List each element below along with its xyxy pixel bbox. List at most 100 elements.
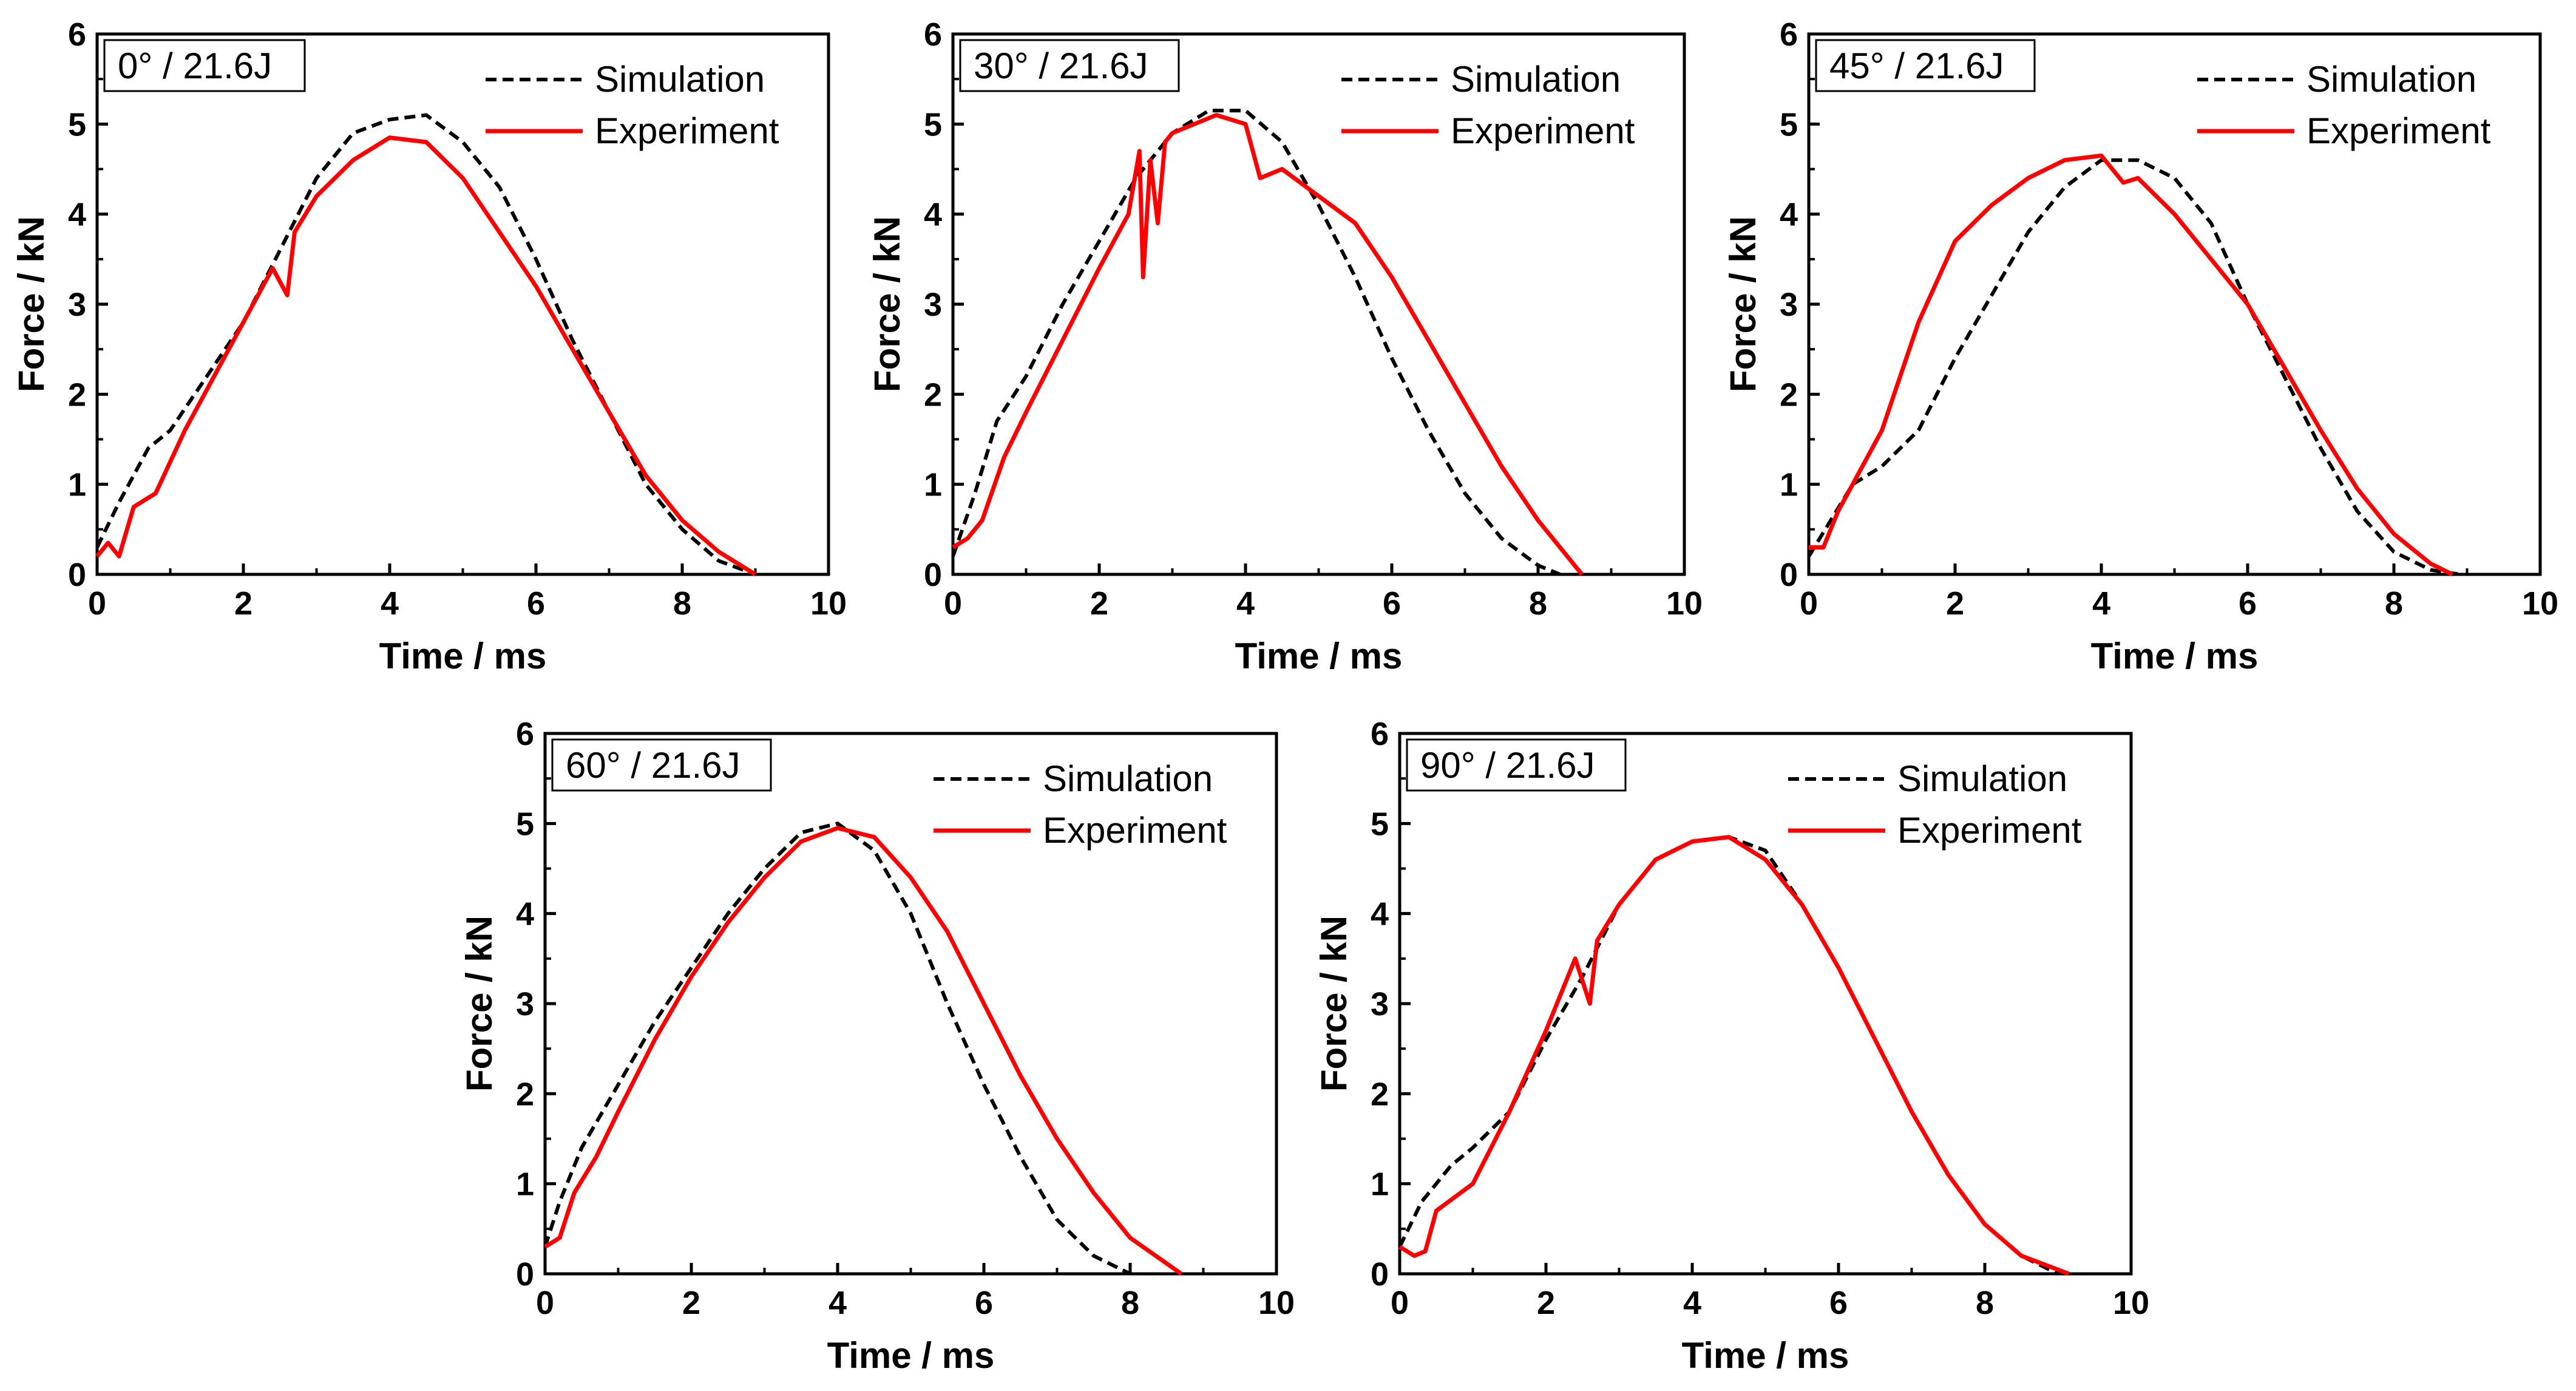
y-tick-label: 4 [1780, 197, 1798, 233]
y-tick-label: 3 [516, 986, 534, 1022]
x-tick-label: 10 [1258, 1285, 1295, 1321]
legend-label-simulation: Simulation [1043, 758, 1213, 799]
x-tick-label: 6 [2239, 585, 2257, 622]
y-tick-label: 5 [516, 806, 534, 842]
y-axis-title: Force / kN [1313, 916, 1354, 1092]
series-line-experiment [1398, 835, 2070, 1276]
x-tick-label: 4 [1236, 585, 1255, 622]
y-tick-label: 6 [1780, 16, 1798, 53]
panel-label-box [103, 39, 306, 92]
x-tick-label: 10 [2522, 585, 2558, 622]
panel-label: 30° / 21.6J [974, 46, 1148, 86]
y-tick-label: 2 [1371, 1076, 1389, 1112]
x-axis-title: Time / ms [1235, 636, 1403, 676]
y-tick-label: 5 [1371, 806, 1389, 842]
panel-label-box [959, 39, 1180, 92]
y-tick-label: 3 [1371, 986, 1389, 1022]
series-line-simulation [1807, 158, 2460, 576]
y-tick-label: 4 [68, 197, 86, 233]
x-tick-label: 2 [234, 585, 253, 622]
series-line-simulation [543, 821, 1131, 1276]
x-tick-label: 10 [1666, 585, 1703, 622]
panel-label: 0° / 21.6J [118, 46, 272, 86]
y-tick-label: 2 [1780, 376, 1798, 413]
series-line-experiment [952, 113, 1584, 576]
series-line-experiment [1809, 153, 2453, 577]
y-tick-label: 1 [924, 467, 942, 503]
y-tick-label: 2 [516, 1076, 534, 1112]
x-tick-label: 8 [673, 585, 691, 622]
legend-label-experiment: Experiment [1043, 810, 1227, 851]
legend-label-simulation: Simulation [595, 59, 765, 100]
x-tick-label: 0 [944, 585, 962, 622]
y-axis-title: Force / kN [459, 916, 500, 1092]
y-tick-label: 3 [68, 287, 86, 323]
y-axis-title: Force / kN [1723, 216, 1763, 392]
y-tick-label: 5 [1780, 106, 1798, 143]
x-tick-label: 6 [527, 585, 545, 622]
x-tick-label: 2 [1537, 1285, 1555, 1321]
x-tick-label: 2 [1946, 585, 1964, 622]
chart-panel-3: 0 2 4 6 8 10 0 1 2 3 4 5 6 Time / ms Force / kN 45° / 2… [1723, 16, 2558, 676]
x-axis-title: Time / ms [379, 636, 547, 676]
chart-panel-4: 0 2 4 6 8 10 0 1 2 3 4 5 6 Time / ms Force / kN 60° / 2… [459, 716, 1295, 1376]
y-tick-label: 0 [516, 1256, 534, 1293]
chart-panel-2: 0 2 4 6 8 10 0 1 2 3 4 5 6 Time / ms Force / kN 30° / 2… [867, 16, 1703, 676]
x-tick-label: 4 [2092, 585, 2110, 622]
panel-label-box [1406, 738, 1627, 792]
x-axis-title: Time / ms [2091, 636, 2259, 676]
y-tick-label: 1 [1371, 1166, 1389, 1203]
y-tick-label: 5 [924, 106, 942, 143]
x-tick-label: 4 [1683, 1285, 1701, 1321]
y-tick-label: 0 [68, 557, 86, 593]
y-tick-label: 0 [924, 557, 942, 593]
x-tick-label: 8 [1121, 1285, 1139, 1321]
x-tick-label: 8 [2385, 585, 2403, 622]
y-tick-label: 1 [516, 1166, 534, 1203]
x-tick-label: 4 [381, 585, 399, 622]
y-tick-label: 4 [516, 896, 534, 933]
y-axis-title: Force / kN [867, 216, 907, 392]
x-tick-label: 2 [1090, 585, 1108, 622]
panel-label: 90° / 21.6J [1420, 745, 1595, 786]
chart-panel-5: 0 2 4 6 8 10 0 1 2 3 4 5 6 Time / ms Force / kN 90° / 2… [1313, 716, 2149, 1376]
x-tick-label: 0 [1800, 585, 1818, 622]
y-tick-label: 6 [1371, 716, 1389, 752]
x-axis-title: Time / ms [827, 1335, 995, 1376]
panel-label-box [551, 738, 772, 792]
y-tick-label: 1 [1780, 467, 1798, 503]
series-line-experiment [95, 135, 757, 576]
legend-label-simulation: Simulation [1897, 758, 2067, 799]
y-tick-label: 1 [68, 467, 86, 503]
y-tick-label: 6 [924, 16, 942, 53]
series-line-simulation [1398, 835, 2059, 1276]
y-tick-label: 6 [68, 16, 86, 53]
x-tick-label: 6 [1383, 585, 1401, 622]
legend-label-experiment: Experiment [595, 111, 779, 151]
y-tick-label: 2 [924, 376, 942, 413]
x-tick-label: 10 [810, 585, 847, 622]
legend-label-simulation: Simulation [2307, 59, 2476, 100]
x-tick-label: 8 [1976, 1285, 1994, 1321]
x-tick-label: 0 [88, 585, 106, 622]
x-tick-label: 6 [975, 1285, 993, 1321]
panel-label: 45° / 21.6J [1829, 46, 2004, 86]
legend-label-experiment: Experiment [1451, 111, 1635, 151]
chart-panel-1: 0 2 4 6 8 10 0 1 2 3 4 5 6 Time / ms Force / kN 0° / 21… [11, 16, 847, 676]
y-tick-label: 2 [68, 376, 86, 413]
x-tick-label: 0 [1391, 1285, 1409, 1321]
y-tick-label: 0 [1780, 557, 1798, 593]
y-tick-label: 3 [924, 287, 942, 323]
x-tick-label: 10 [2113, 1285, 2149, 1321]
y-tick-label: 6 [516, 716, 534, 752]
series-line-experiment [544, 826, 1183, 1276]
series-line-simulation [951, 109, 1561, 576]
x-axis-title: Time / ms [1682, 1335, 1849, 1376]
y-tick-label: 4 [1371, 896, 1389, 933]
panel-label: 60° / 21.6J [566, 745, 741, 786]
y-tick-label: 4 [924, 197, 942, 233]
y-tick-label: 3 [1780, 287, 1798, 323]
y-axis-title: Force / kN [11, 216, 52, 392]
legend-label-experiment: Experiment [1897, 810, 2082, 851]
